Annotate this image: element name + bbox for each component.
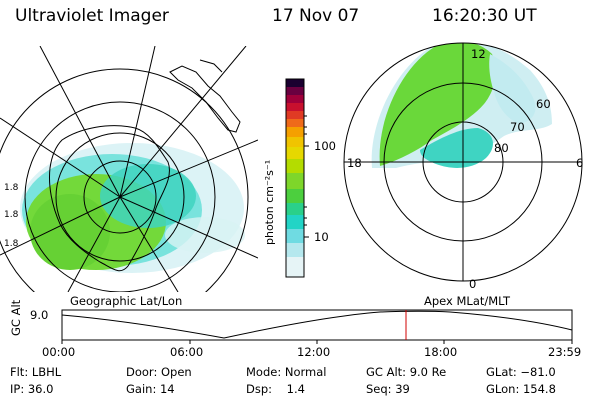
status-door: Door: Open: [126, 365, 192, 379]
altitude-xtick-0: 00:00: [42, 345, 76, 359]
latitude-circles: [0, 68, 249, 292]
right-map-caption: Apex MLat/MLT: [424, 294, 511, 308]
mlt-label-top: 12: [471, 47, 486, 61]
x-ticks: [61, 340, 573, 344]
apex-map: [343, 42, 583, 282]
colorbar-tick-10: 10: [314, 230, 329, 244]
left-lat-labels: 1.8 1.8 1.8: [4, 183, 19, 249]
mlat-label-70: 70: [510, 120, 525, 134]
status-glon: GLon: 154.8: [486, 382, 556, 396]
altitude-xtick-1: 06:00: [170, 345, 204, 359]
time-label: 16:20:30 UT: [432, 6, 537, 26]
status-seq: Seq: 39: [366, 382, 410, 396]
altitude-ytick: 9.0: [30, 308, 49, 322]
mlat-label-60: 60: [536, 97, 551, 111]
meridians: [0, 46, 258, 292]
altitude-ylabel: GC Alt: [9, 299, 23, 336]
altitude-curve: [61, 310, 573, 339]
mlt-label-left: 18: [347, 156, 362, 170]
mlt-label-bottom: 0: [469, 277, 477, 291]
status-gc-alt: GC Alt: 9.0 Re: [366, 365, 447, 379]
right-emission-area: [371, 43, 552, 168]
mlt-label-right: 6: [576, 156, 584, 170]
altitude-xtick-2: 12:00: [297, 345, 331, 359]
antarctica-coastline: [49, 125, 170, 272]
svg-text:1.8: 1.8: [4, 210, 19, 220]
svg-text:1.8: 1.8: [4, 183, 19, 193]
altitude-plot: [61, 309, 573, 344]
status-mode: Mode: Normal: [246, 365, 327, 379]
instrument-title: Ultraviolet Imager: [15, 6, 169, 26]
left-map-caption: Geographic Lat/Lon: [70, 294, 183, 308]
status-dsp: Dsp: 1.4: [246, 382, 305, 396]
colorbar-tick-100: 100: [314, 139, 336, 153]
date-label: 17 Nov 07: [272, 6, 360, 26]
color-bar: [285, 78, 309, 278]
status-gain: Gain: 14: [126, 382, 175, 396]
status-ip: IP: 36.0: [10, 382, 54, 396]
status-filter: Flt: LBHL: [10, 365, 62, 379]
mlat-label-80: 80: [494, 141, 509, 155]
geographic-map: [0, 46, 258, 292]
altitude-xtick-4: 23:59: [548, 345, 582, 359]
altitude-xtick-3: 18:00: [424, 345, 458, 359]
status-glat: GLat: −81.0: [486, 365, 556, 379]
svg-text:1.8: 1.8: [4, 239, 19, 249]
colorbar-unit-label: photon cm⁻²s⁻¹: [263, 159, 276, 245]
